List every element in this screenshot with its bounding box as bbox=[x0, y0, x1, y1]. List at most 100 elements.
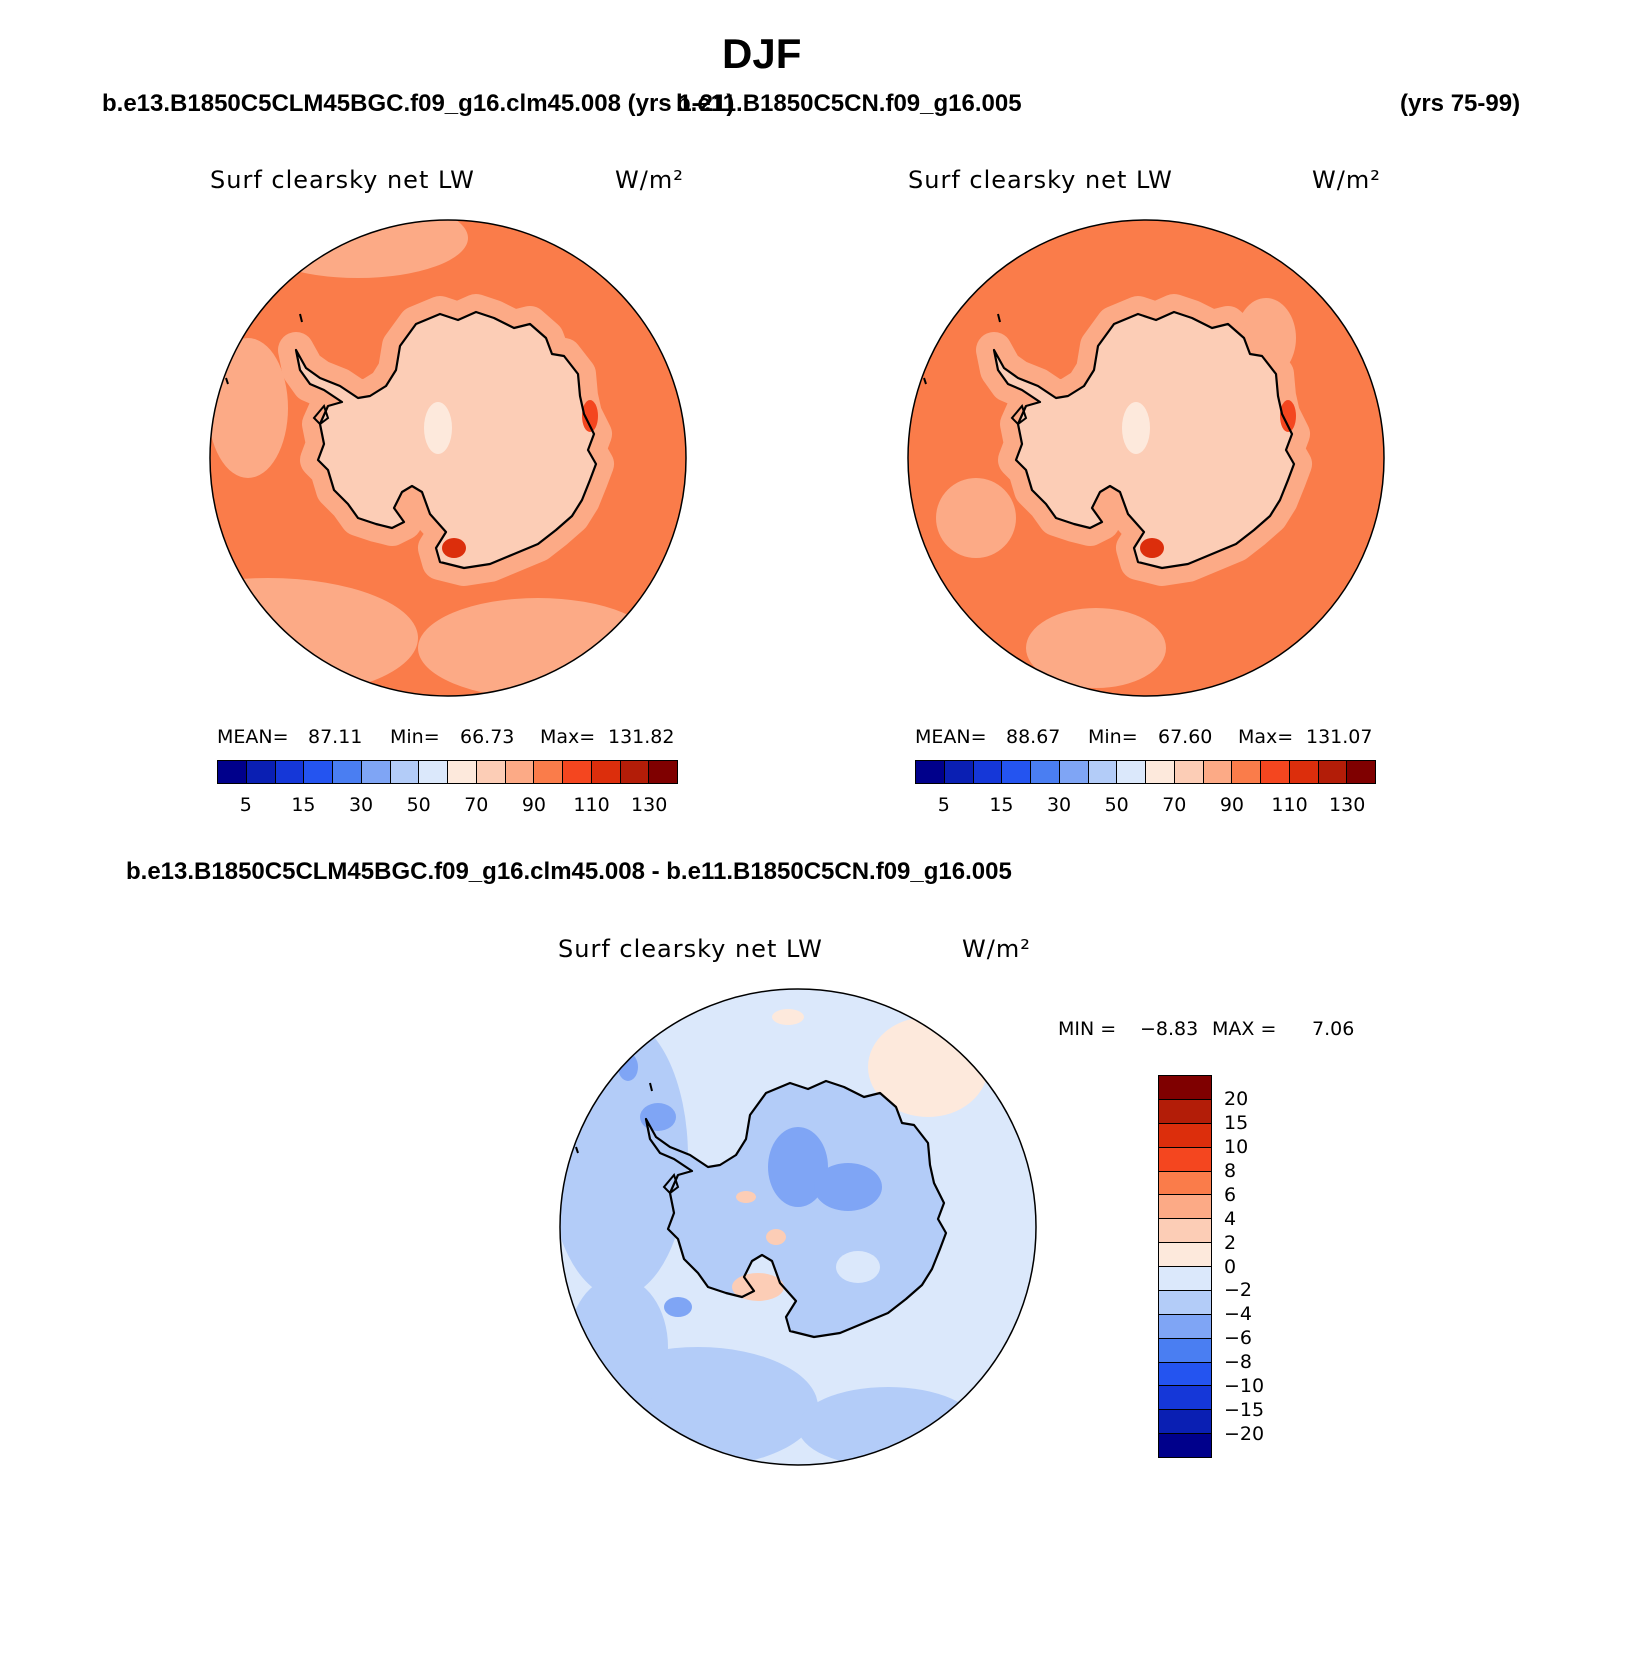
negative-band bbox=[798, 1387, 978, 1465]
colorbar-tick-label: 130 bbox=[1329, 794, 1366, 816]
colorbar-cell bbox=[304, 761, 333, 783]
colorbar-tick-label: 8 bbox=[1224, 1159, 1237, 1182]
colorbar-cell bbox=[218, 761, 247, 783]
panel1-map bbox=[209, 219, 687, 697]
case2-title: b.e11.B1850C5CN.f09_g16.005 bbox=[676, 90, 1022, 117]
case2-years: (yrs 75-99) bbox=[1400, 90, 1521, 117]
panel2-min-value: 67.60 bbox=[1158, 726, 1213, 748]
panel1-mean-label: MEAN= bbox=[217, 726, 289, 748]
coastal-maximum bbox=[582, 400, 598, 432]
panel1-units: W/m² bbox=[615, 166, 684, 194]
panel1-colorbar bbox=[217, 760, 678, 784]
colorbar-cell bbox=[1159, 1386, 1211, 1411]
panel1-min-value: 66.73 bbox=[460, 726, 515, 748]
colorbar-cell bbox=[1159, 1362, 1211, 1387]
colorbar-tick-label: 50 bbox=[1104, 794, 1129, 816]
panel2-colorbar bbox=[915, 760, 1376, 784]
colorbar-tick-label: 10 bbox=[1224, 1135, 1249, 1158]
colorbar-cell bbox=[333, 761, 362, 783]
colorbar-tick-label: −15 bbox=[1224, 1399, 1265, 1422]
coastline-island bbox=[1010, 403, 1028, 426]
colorbar-cell bbox=[1146, 761, 1175, 783]
colorbar-tick-label: 130 bbox=[631, 794, 668, 816]
colorbar-cell bbox=[1159, 1099, 1211, 1124]
case1-title: b.e13.B1850C5CLM45BGC.f09_g16.clm45.008 … bbox=[102, 90, 735, 117]
colorbar-cell bbox=[973, 761, 1003, 783]
continent-anomaly bbox=[768, 1127, 828, 1207]
colorbar-tick-label: 90 bbox=[1219, 794, 1245, 816]
colorbar-tick-label: 50 bbox=[406, 794, 431, 816]
continent-anomaly bbox=[766, 1229, 786, 1245]
colorbar-cell bbox=[1031, 761, 1060, 783]
ocean-band bbox=[1026, 608, 1166, 688]
colorbar-cell bbox=[1203, 761, 1233, 783]
colorbar-cell bbox=[390, 761, 420, 783]
coastline bbox=[992, 310, 1296, 570]
colorbar-cell bbox=[591, 761, 621, 783]
colorbar-cell bbox=[1159, 1314, 1211, 1339]
ocean-band bbox=[418, 598, 658, 696]
coastline-island bbox=[575, 1146, 579, 1154]
panel2-title: Surf clearsky net LW bbox=[908, 166, 1173, 194]
coastal-maximum bbox=[442, 538, 466, 558]
colorbar-cell bbox=[1261, 761, 1290, 783]
colorbar-cell bbox=[1088, 761, 1118, 783]
colorbar-cell bbox=[620, 761, 650, 783]
colorbar-cell bbox=[1159, 1243, 1211, 1267]
colorbar-cell bbox=[361, 761, 391, 783]
panel3-min-label: MIN = bbox=[1058, 1018, 1117, 1040]
panel1-mean-value: 87.11 bbox=[308, 726, 363, 748]
coastal-maximum bbox=[1280, 400, 1296, 432]
colorbar-cell bbox=[448, 761, 477, 783]
continent-patch bbox=[1122, 402, 1150, 454]
panel2-units: W/m² bbox=[1312, 166, 1381, 194]
colorbar-tick-label: −20 bbox=[1224, 1423, 1265, 1446]
colorbar-cell bbox=[1159, 1267, 1211, 1291]
positive-patch bbox=[772, 1009, 804, 1025]
continent-anomaly bbox=[736, 1191, 756, 1203]
colorbar-cell bbox=[649, 761, 677, 783]
panel2-map bbox=[907, 219, 1385, 697]
colorbar-cell bbox=[1159, 1290, 1211, 1315]
map-border bbox=[209, 219, 687, 697]
map-border bbox=[559, 988, 1037, 1466]
panel1-title: Surf clearsky net LW bbox=[210, 166, 475, 194]
colorbar-cell bbox=[944, 761, 974, 783]
continent-anomaly bbox=[836, 1251, 880, 1283]
continent-patch bbox=[424, 402, 452, 454]
colorbar-cell bbox=[1159, 1338, 1211, 1363]
colorbar-cell bbox=[1159, 1195, 1211, 1220]
colorbar-cell bbox=[1159, 1171, 1211, 1196]
colorbar-tick-label: 5 bbox=[937, 794, 950, 816]
colorbar-cell bbox=[534, 761, 563, 783]
colorbar-cell bbox=[916, 761, 945, 783]
colorbar-tick-label: 15 bbox=[989, 794, 1014, 816]
colorbar-cell bbox=[1318, 761, 1348, 783]
colorbar-cell bbox=[1159, 1219, 1211, 1244]
coastline-island bbox=[312, 403, 330, 426]
colorbar-cell bbox=[563, 761, 592, 783]
colorbar-cell bbox=[1232, 761, 1261, 783]
coastline-island bbox=[662, 1172, 680, 1195]
colorbar-tick-label: 30 bbox=[348, 794, 374, 816]
panel3-max-value: 7.06 bbox=[1312, 1018, 1355, 1040]
coastline-island bbox=[923, 377, 927, 385]
colorbar-cell bbox=[1347, 761, 1375, 783]
ocean-band bbox=[210, 338, 288, 478]
coastline bbox=[294, 310, 598, 570]
colorbar-tick-label: 15 bbox=[1224, 1111, 1249, 1134]
colorbar-tick-label: −10 bbox=[1224, 1375, 1265, 1398]
colorbar-cell bbox=[1117, 761, 1146, 783]
negative-spot bbox=[640, 1103, 676, 1131]
coastline-island bbox=[649, 1082, 653, 1092]
colorbar-cell bbox=[419, 761, 448, 783]
panel3-max-label: MAX = bbox=[1212, 1018, 1277, 1040]
continent-anomaly bbox=[814, 1163, 882, 1211]
colorbar-cell bbox=[476, 761, 506, 783]
colorbar-tick-label: 6 bbox=[1224, 1183, 1237, 1206]
colorbar-cell bbox=[1159, 1076, 1211, 1100]
ocean-band bbox=[936, 478, 1016, 558]
coastline bbox=[644, 1079, 948, 1339]
panel2-mean-value: 88.67 bbox=[1006, 726, 1061, 748]
